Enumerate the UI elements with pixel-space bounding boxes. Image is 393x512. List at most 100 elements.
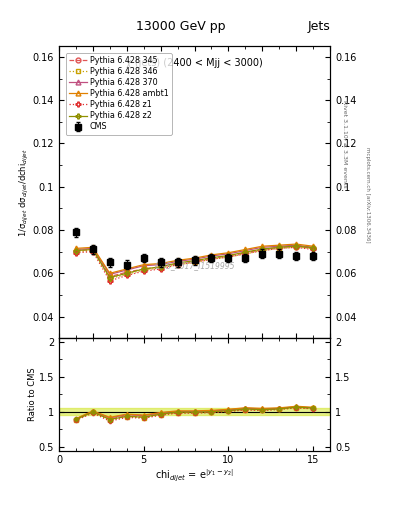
Pythia 6.428 346 — [277, 245, 282, 251]
Pythia 6.428 346 — [209, 256, 214, 262]
Line: Pythia 6.428 346: Pythia 6.428 346 — [73, 245, 316, 281]
Pythia 6.428 370 — [90, 245, 95, 251]
Pythia 6.428 z2 — [90, 246, 95, 252]
Pythia 6.428 370 — [73, 246, 78, 252]
Pythia 6.428 346 — [294, 244, 299, 250]
Pythia 6.428 z1 — [73, 250, 78, 256]
Pythia 6.428 346 — [260, 247, 265, 253]
Pythia 6.428 ambt1 — [277, 242, 282, 248]
Pythia 6.428 345 — [311, 245, 316, 251]
Pythia 6.428 z2 — [260, 246, 265, 252]
Pythia 6.428 346 — [125, 271, 129, 278]
Pythia 6.428 346 — [311, 245, 316, 251]
Pythia 6.428 ambt1 — [158, 261, 163, 267]
Pythia 6.428 346 — [73, 249, 78, 255]
Pythia 6.428 346 — [175, 262, 180, 268]
Pythia 6.428 ambt1 — [243, 246, 248, 252]
Pythia 6.428 ambt1 — [192, 255, 197, 261]
Legend: Pythia 6.428 345, Pythia 6.428 346, Pythia 6.428 370, Pythia 6.428 ambt1, Pythia: Pythia 6.428 345, Pythia 6.428 346, Pyth… — [66, 53, 172, 135]
X-axis label: chi$_{dijet}$ = e$^{|y_1 - y_2|}$: chi$_{dijet}$ = e$^{|y_1 - y_2|}$ — [155, 468, 234, 484]
Pythia 6.428 z1 — [90, 249, 95, 255]
Pythia 6.428 ambt1 — [141, 262, 146, 268]
Pythia 6.428 370 — [175, 259, 180, 265]
Text: Rivet 3.1.10, ≥ 3.3M events: Rivet 3.1.10, ≥ 3.3M events — [342, 99, 347, 187]
Pythia 6.428 370 — [209, 253, 214, 259]
Pythia 6.428 z1 — [158, 266, 163, 272]
Pythia 6.428 345 — [192, 259, 197, 265]
Pythia 6.428 z2 — [311, 245, 316, 251]
Line: Pythia 6.428 z1: Pythia 6.428 z1 — [73, 245, 316, 283]
Pythia 6.428 370 — [294, 242, 299, 248]
Pythia 6.428 370 — [311, 244, 316, 250]
Pythia 6.428 ambt1 — [226, 250, 231, 256]
Pythia 6.428 z2 — [192, 258, 197, 264]
Pythia 6.428 z2 — [125, 270, 129, 276]
Pythia 6.428 345 — [141, 266, 146, 272]
Pythia 6.428 z2 — [175, 260, 180, 266]
Pythia 6.428 345 — [226, 253, 231, 259]
Pythia 6.428 z2 — [73, 247, 78, 253]
Text: CMS_2017_I1519995: CMS_2017_I1519995 — [154, 261, 235, 270]
Pythia 6.428 346 — [90, 247, 95, 253]
Pythia 6.428 346 — [141, 267, 146, 273]
Pythia 6.428 z2 — [277, 244, 282, 250]
Pythia 6.428 370 — [226, 251, 231, 257]
Pythia 6.428 z1 — [209, 256, 214, 262]
Pythia 6.428 z1 — [243, 251, 248, 257]
Pythia 6.428 z2 — [141, 266, 146, 272]
Text: Jets: Jets — [307, 20, 330, 33]
Pythia 6.428 z1 — [311, 246, 316, 252]
Pythia 6.428 z2 — [243, 249, 248, 255]
Pythia 6.428 ambt1 — [90, 244, 95, 250]
Pythia 6.428 345 — [243, 250, 248, 256]
Pythia 6.428 z1 — [175, 262, 180, 268]
Pythia 6.428 z2 — [107, 274, 112, 281]
Pythia 6.428 346 — [107, 275, 112, 282]
Pythia 6.428 z1 — [107, 278, 112, 284]
Pythia 6.428 345 — [107, 273, 112, 280]
Pythia 6.428 345 — [277, 244, 282, 250]
Pythia 6.428 z1 — [141, 268, 146, 274]
Pythia 6.428 z1 — [192, 260, 197, 266]
Pythia 6.428 345 — [73, 247, 78, 253]
Pythia 6.428 345 — [158, 264, 163, 270]
Pythia 6.428 370 — [107, 271, 112, 278]
Pythia 6.428 370 — [260, 244, 265, 250]
Text: χ (jets) (2400 < Mjj < 3000): χ (jets) (2400 < Mjj < 3000) — [126, 58, 263, 68]
Pythia 6.428 370 — [243, 247, 248, 253]
Line: Pythia 6.428 370: Pythia 6.428 370 — [73, 243, 316, 277]
Pythia 6.428 346 — [243, 251, 248, 257]
Pythia 6.428 346 — [192, 260, 197, 266]
Pythia 6.428 345 — [260, 246, 265, 252]
Pythia 6.428 370 — [141, 263, 146, 269]
Pythia 6.428 345 — [209, 255, 214, 261]
Pythia 6.428 z1 — [226, 254, 231, 260]
Pythia 6.428 z2 — [158, 264, 163, 270]
Line: Pythia 6.428 ambt1: Pythia 6.428 ambt1 — [73, 242, 316, 276]
Pythia 6.428 ambt1 — [175, 257, 180, 263]
Pythia 6.428 ambt1 — [125, 266, 129, 272]
Text: mcplots.cern.ch [arXiv:1306.3436]: mcplots.cern.ch [arXiv:1306.3436] — [365, 147, 371, 242]
Pythia 6.428 345 — [294, 243, 299, 249]
Pythia 6.428 370 — [277, 243, 282, 249]
Pythia 6.428 370 — [125, 267, 129, 273]
Text: 13000 GeV pp: 13000 GeV pp — [136, 20, 226, 33]
Pythia 6.428 ambt1 — [311, 243, 316, 249]
Pythia 6.428 ambt1 — [107, 270, 112, 276]
Pythia 6.428 ambt1 — [73, 245, 78, 251]
Line: Pythia 6.428 345: Pythia 6.428 345 — [73, 244, 316, 279]
Pythia 6.428 z1 — [277, 245, 282, 251]
Pythia 6.428 ambt1 — [260, 243, 265, 249]
Pythia 6.428 370 — [192, 256, 197, 262]
Pythia 6.428 z2 — [209, 254, 214, 261]
Pythia 6.428 z1 — [125, 272, 129, 279]
Pythia 6.428 ambt1 — [209, 252, 214, 258]
Pythia 6.428 z2 — [294, 243, 299, 249]
Y-axis label: Ratio to CMS: Ratio to CMS — [28, 368, 37, 421]
Pythia 6.428 370 — [158, 262, 163, 268]
Y-axis label: 1/σ$_{dijet}$ dσ$_{dijet}$/dchi$_{dijet}$: 1/σ$_{dijet}$ dσ$_{dijet}$/dchi$_{dijet}… — [18, 148, 31, 237]
Pythia 6.428 345 — [125, 269, 129, 275]
Pythia 6.428 z1 — [260, 247, 265, 253]
Pythia 6.428 345 — [90, 246, 95, 252]
Pythia 6.428 345 — [175, 261, 180, 267]
